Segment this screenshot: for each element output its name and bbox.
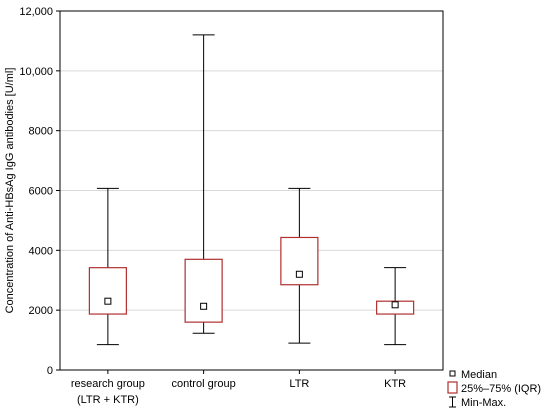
box-group: [184, 34, 223, 334]
legend-label: Min-Max.: [461, 397, 506, 409]
box-group: [376, 267, 415, 346]
category-label: KTR: [384, 378, 406, 390]
legend-label: Median: [461, 369, 497, 381]
y-tick-label: 2000: [29, 305, 53, 317]
y-tick-label: 12,000: [19, 6, 53, 18]
category-label-line2: (LTR + KTR): [77, 394, 139, 406]
y-tick-label: 8000: [29, 126, 53, 138]
legend: Median 25%–75% (IQR) Min-Max.: [447, 369, 541, 409]
median-marker: [104, 297, 112, 305]
median-marker: [391, 301, 399, 309]
y-axis: 0 2000 4000 6000 8000 10,000 12,000: [19, 6, 60, 377]
iqr-box: [88, 267, 127, 315]
y-tick-label: 10,000: [19, 66, 53, 78]
median-marker: [200, 302, 208, 310]
legend-iqr-symbol: [447, 381, 458, 394]
box-group: [280, 187, 319, 344]
category-label: LTR: [289, 378, 309, 390]
legend-median-symbol: [449, 370, 456, 377]
y-axis-label: Concentration of Anti-HBsAg IgG antibodi…: [4, 68, 16, 314]
x-axis-categories: research group (LTR + KTR) control group LT…: [71, 370, 406, 406]
category-label: control group: [172, 378, 236, 390]
category-label: research group: [71, 378, 145, 390]
median-marker: [295, 270, 303, 278]
iqr-box: [184, 258, 223, 323]
y-tick-label: 4000: [29, 245, 53, 257]
box-group: [88, 187, 127, 346]
boxes: [88, 34, 415, 346]
y-tick-label: 6000: [29, 186, 53, 198]
legend-label: 25%–75% (IQR): [461, 383, 541, 395]
y-tick-label: 0: [47, 365, 53, 377]
